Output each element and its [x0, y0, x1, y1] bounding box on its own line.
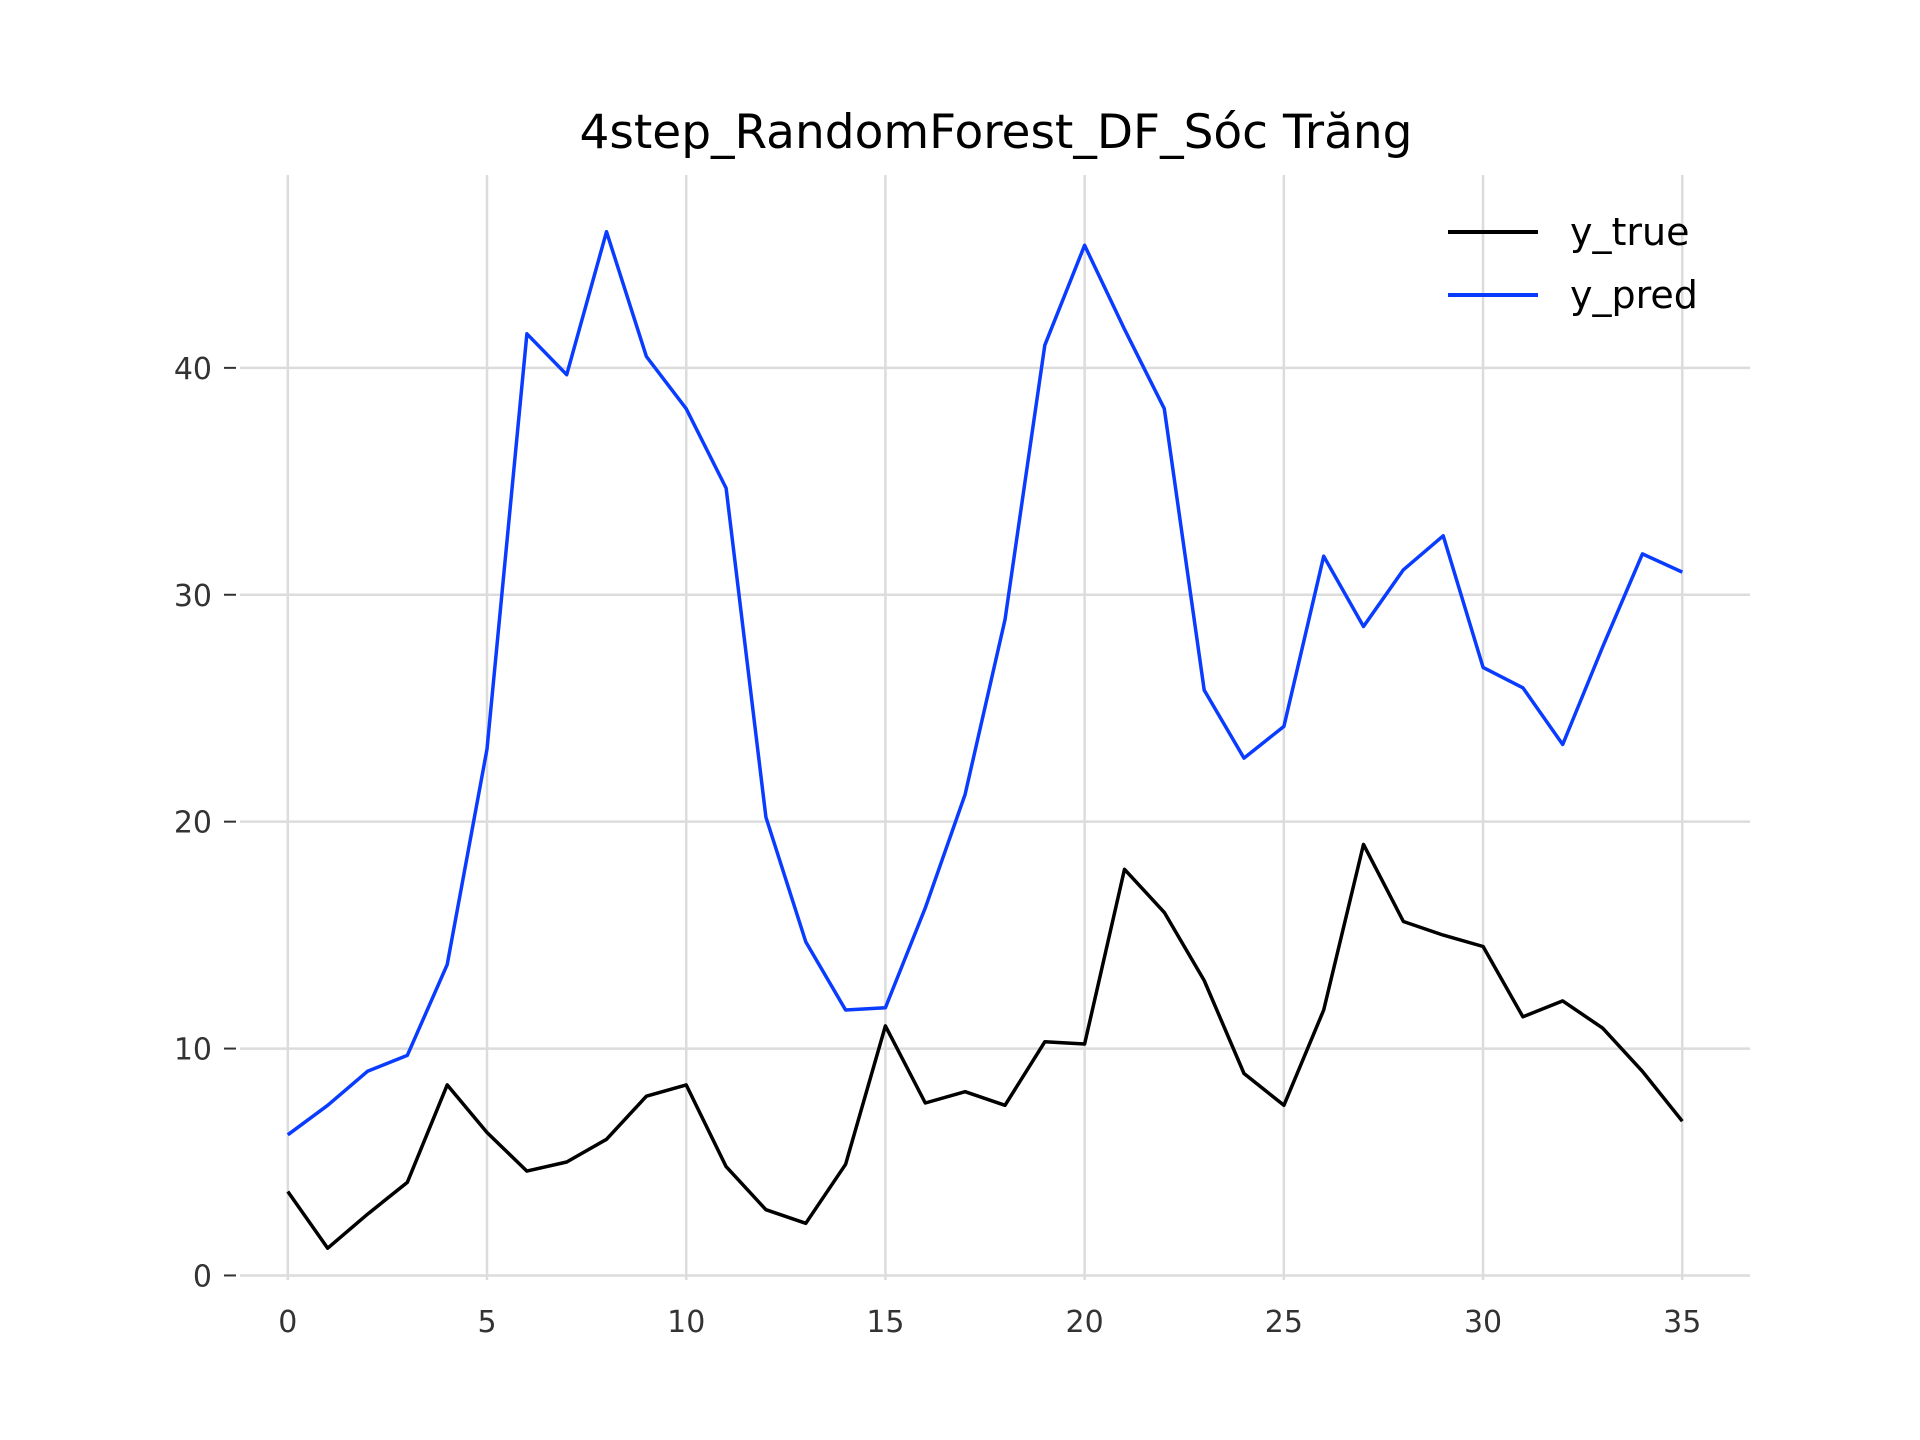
y-tick-label: 0 [193, 1259, 212, 1294]
x-tick-label: 35 [1663, 1305, 1701, 1340]
x-tick-label: 25 [1265, 1305, 1303, 1340]
y-tick-label: 20 [174, 806, 212, 841]
x-tick-label: 10 [667, 1305, 705, 1340]
x-tick-label: 20 [1066, 1305, 1104, 1340]
plot-area [286, 229, 1684, 1250]
y-tick-label: 30 [174, 579, 212, 614]
x-tick-label: 30 [1464, 1305, 1502, 1340]
y-tick-label: 40 [174, 352, 212, 387]
legend-label-y-true: y_true [1570, 210, 1689, 254]
y-tick-label: 10 [174, 1033, 212, 1068]
x-tick-label: 5 [477, 1305, 496, 1340]
series-line-y-true [286, 842, 1684, 1250]
legend-label-y-pred: y_pred [1570, 273, 1698, 317]
grid [240, 175, 1750, 1280]
x-tick-label: 0 [278, 1305, 297, 1340]
axis-ticks: 0 5 10 15 20 25 30 35 0 10 20 30 40 [174, 352, 1702, 1340]
series-line-y-pred [286, 229, 1684, 1137]
x-tick-label: 15 [866, 1305, 904, 1340]
legend: y_true y_pred [1448, 210, 1698, 317]
chart-title: 4step_RandomForest_DF_Sóc Trăng [579, 105, 1412, 160]
